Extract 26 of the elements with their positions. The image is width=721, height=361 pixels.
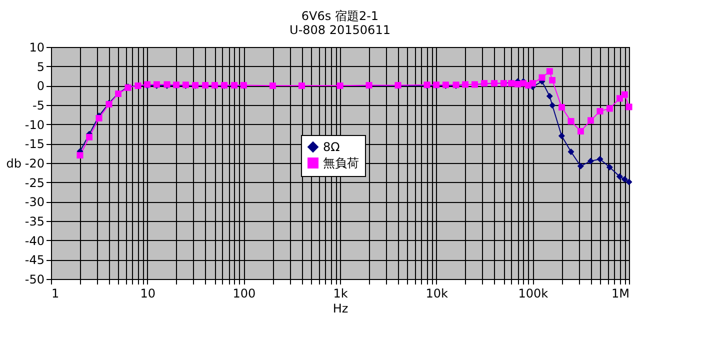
x-tick-label: 100 [232, 286, 256, 300]
y-tick-label: -50 [24, 272, 44, 286]
x-tick-label: 10k [426, 286, 448, 300]
text: 6V6s 宿題2-1 [301, 9, 379, 23]
legend-label: 無負荷 [323, 156, 359, 170]
x-tick-label: 1 [52, 286, 60, 300]
y-tick-label: -20 [24, 156, 44, 170]
y-tick-label: 0 [36, 79, 44, 94]
y-tick-label: -40 [24, 234, 44, 248]
y-tick-label: -5 [32, 98, 44, 112]
x-tick-label: 1M [612, 286, 630, 300]
text: U-808 20150611 [290, 23, 390, 37]
y-tick-label: 5 [36, 60, 44, 74]
legend-label: 8Ω [323, 140, 340, 154]
y-tick-label: -35 [24, 214, 44, 228]
x-axis-title: Hz [332, 302, 348, 316]
y-tick-label: -10 [24, 118, 44, 132]
y-tick-label: -15 [24, 137, 44, 152]
x-tick-label: 1k [333, 286, 348, 300]
y-tick-label: -45 [24, 253, 44, 268]
y-tick-label: -25 [24, 176, 44, 190]
x-tick-label: 100k [518, 286, 548, 300]
y-tick-label: 10 [29, 40, 44, 54]
x-tick-label: 10 [140, 286, 156, 300]
y-axis-title: db [6, 156, 22, 170]
y-tick-label: -30 [24, 195, 44, 210]
